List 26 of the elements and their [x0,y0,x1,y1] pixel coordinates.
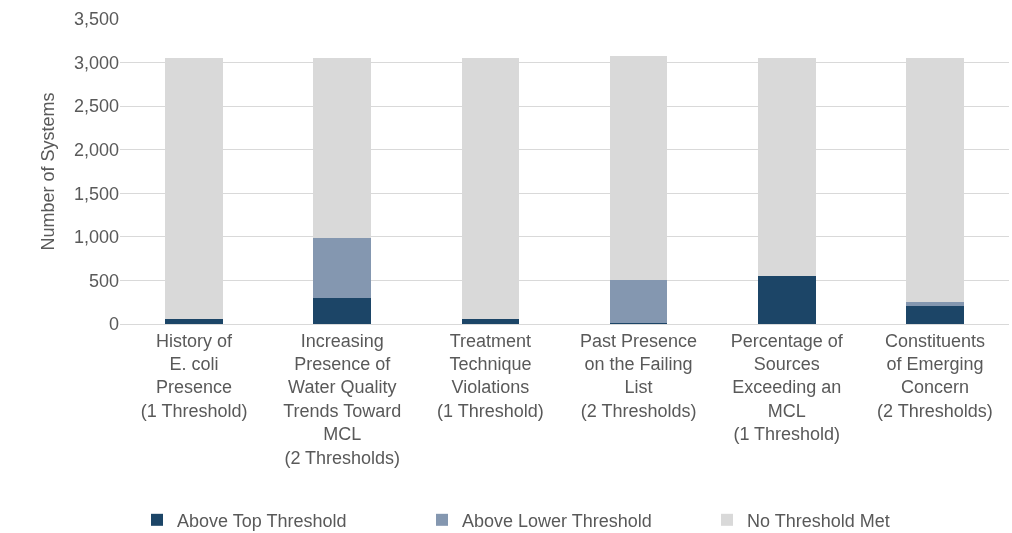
x-tick-label: Treatment Technique Violations (1 Threshold) [437,330,544,421]
x-tick-label: Percentage of Sources Exceeding an MCL (1 Threshold) [730,330,844,445]
y-tick-label: 2,000 [73,140,119,161]
legend-label: Above Top Threshold [177,510,347,531]
y-tick-label: 3,000 [73,52,119,73]
bar [313,237,372,298]
x-tick-label: Past Presence on the Failing List (2 Thresholds) [580,330,698,421]
y-tick-label: 1,000 [73,227,119,248]
x-tick-label: History of E. coli Presence (1 Threshold) [140,330,248,421]
bar [906,302,964,306]
bar [313,297,372,324]
x-tick-label: Increasing Presence of Water Quality Trends Toward MCL (2 Thresholds) [283,330,402,468]
bar [165,318,223,324]
bar [609,279,668,324]
bar [906,305,964,324]
legend-label: Above Lower Threshold [462,510,652,531]
y-tick-label: 500 [88,270,119,291]
legend-label: No Threshold Met [747,510,890,531]
y-tick-label: 3,500 [73,9,119,30]
y-axis-title: Number of Systems [38,92,59,251]
x-tick-label: Constituents of Emerging Concern (2 Thresholds) [877,330,993,421]
y-tick-label: 0 [108,314,119,335]
y-tick-label: 1,500 [73,183,119,204]
y-tick-label: 2,500 [73,96,119,117]
bar [461,318,520,324]
bar [757,276,816,324]
